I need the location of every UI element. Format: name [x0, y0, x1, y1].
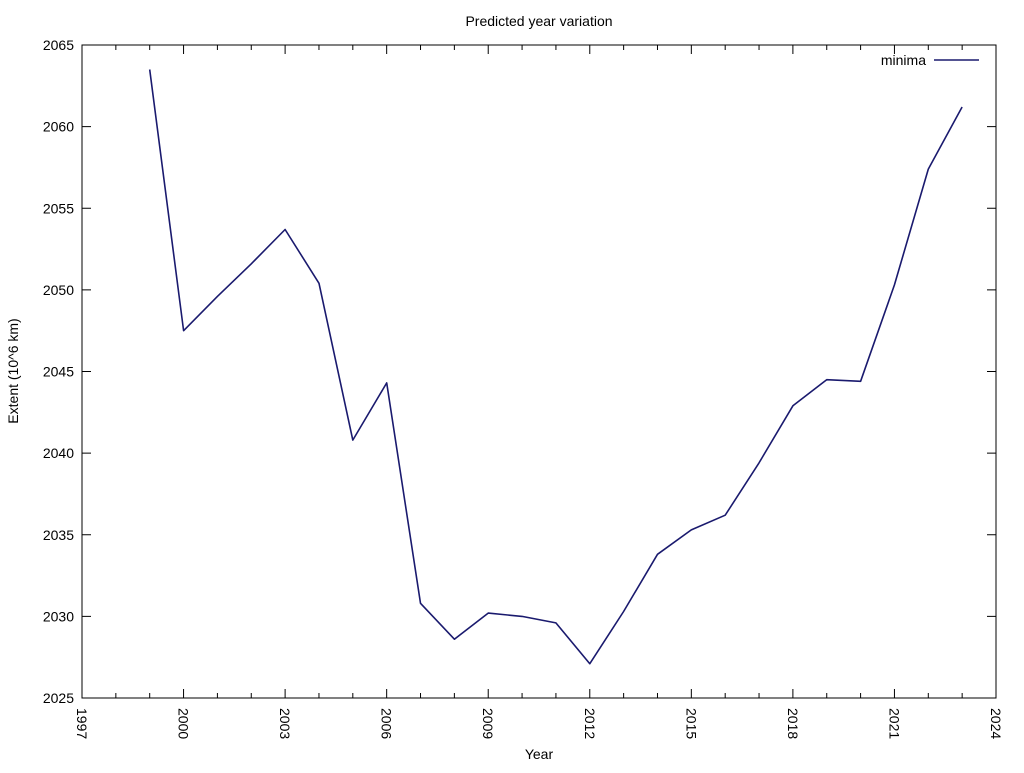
y-tick-label: 2065 — [43, 37, 74, 53]
y-tick-label: 2025 — [43, 690, 74, 706]
y-tick-label: 2045 — [43, 364, 74, 380]
plot-frame — [81, 44, 997, 699]
y-tick-label: 2040 — [43, 445, 74, 461]
x-tick-label: 2021 — [886, 708, 902, 739]
chart-title: Predicted year variation — [465, 13, 612, 29]
x-tick-label: 1997 — [74, 708, 90, 739]
y-tick-label: 2035 — [43, 527, 74, 543]
x-tick-label: 2000 — [176, 708, 192, 739]
y-tick-label: 2050 — [43, 282, 74, 298]
y-tick-label: 2060 — [43, 119, 74, 135]
legend: minima — [881, 52, 979, 68]
series-layer — [148, 69, 963, 665]
x-tick-label: 2009 — [480, 708, 496, 739]
y-tick-label: 2030 — [43, 608, 74, 624]
x-tick-label: 2024 — [988, 708, 1004, 739]
y-tick-label: 2055 — [43, 200, 74, 216]
legend-label: minima — [881, 52, 926, 68]
x-tick-label: 2018 — [785, 708, 801, 739]
axis-ticks: 2025 2030 2035 2040 2045 2050 2055 2060 2065 1997… — [43, 37, 1004, 739]
series-line-minima — [148, 69, 963, 665]
x-tick-label: 2006 — [379, 708, 395, 739]
y-axis-label: Extent (10^6 km) — [5, 318, 21, 423]
x-tick-label: 2015 — [683, 708, 699, 739]
x-axis-label: Year — [525, 746, 554, 762]
x-tick-label: 2003 — [277, 708, 293, 739]
x-tick-label: 2012 — [582, 708, 598, 739]
